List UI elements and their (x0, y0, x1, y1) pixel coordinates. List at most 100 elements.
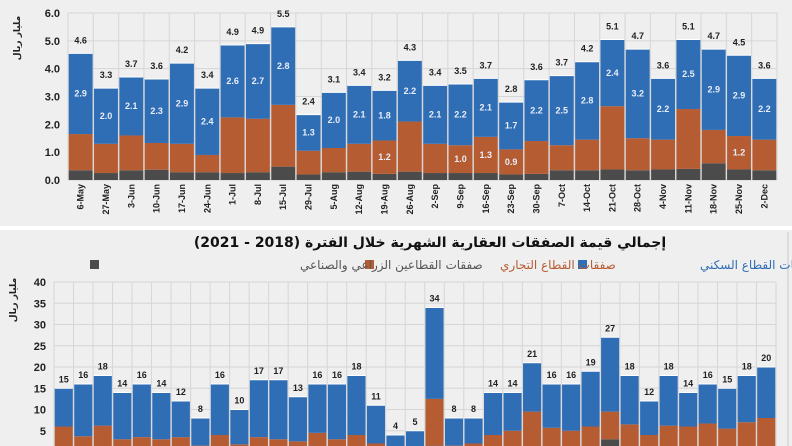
bar-segment-commercial (718, 428, 737, 446)
legend-swatch-residential (578, 260, 587, 269)
bar-segment-commercial (372, 140, 397, 174)
total-label: 3.3 (100, 70, 113, 80)
y-tick-label: 2.0 (45, 119, 60, 131)
bar-segment-agri_industrial (94, 173, 118, 180)
bar-segment-residential (132, 384, 151, 438)
bar-segment-residential (191, 418, 210, 446)
segment-label: 2.9 (733, 91, 746, 101)
segment-label: 1.0 (454, 154, 467, 164)
total-label: 4.9 (252, 26, 265, 36)
legend: صفقات القطاع السكني صفقات القطاع التجاري ص… (90, 258, 792, 273)
total-label: 3.7 (480, 60, 493, 70)
bar-segment-residential (210, 384, 229, 435)
segment-label: 2.1 (429, 110, 442, 120)
bar-segment-commercial (600, 106, 625, 170)
bar-segment-residential (698, 384, 717, 424)
total-label: 16 (547, 370, 557, 380)
total-label: 18 (664, 362, 674, 372)
x-tick-label: 19-Aug (380, 184, 390, 215)
bar-segment-agri_industrial (499, 174, 524, 180)
bar-segment-residential (473, 78, 498, 137)
x-tick-label: 11-Nov (683, 184, 693, 214)
total-label: 10 (234, 396, 244, 406)
total-label: 16 (566, 370, 576, 380)
bar-segment-residential (562, 384, 581, 431)
x-tick-label: 30-Sep (531, 183, 541, 213)
total-label: 4.7 (631, 31, 644, 41)
bar-segment-commercial (169, 143, 194, 173)
bar-segment-commercial (679, 426, 698, 446)
bar-segment-commercial (327, 439, 347, 446)
bar-segment-residential (425, 307, 444, 399)
total-label: 16 (215, 370, 225, 380)
segment-label: 2.4 (606, 68, 619, 78)
total-label: 15 (59, 374, 69, 384)
bar-segment-agri_industrial (195, 172, 220, 180)
total-label: 4.7 (707, 31, 720, 41)
bar-segment-residential (74, 384, 93, 437)
x-tick-label: 21-Oct (607, 184, 617, 212)
bar-segment-commercial (321, 147, 346, 173)
bar-segment-commercial (448, 145, 473, 174)
bar-segment-residential (464, 418, 483, 444)
bar-segment-commercial (575, 139, 600, 171)
y-tick-label: 20 (34, 362, 46, 374)
total-label: 14 (508, 379, 518, 389)
total-label: 20 (761, 353, 771, 363)
legend-label-agri_industrial: صفقات القطاعين الزراعي والصناعي (300, 258, 483, 273)
x-tick-label: 14-Oct (582, 184, 592, 212)
total-label: 4.5 (733, 37, 746, 47)
bar-segment-commercial (113, 439, 132, 446)
bar-segment-commercial (737, 422, 756, 446)
x-tick-label: 15-Jul (278, 184, 288, 210)
bar-segment-agri_industrial (601, 439, 620, 446)
bar-segment-agri_industrial (727, 169, 751, 180)
segment-label: 2.2 (404, 86, 417, 96)
total-label: 15 (722, 374, 732, 384)
segment-label: 2.2 (657, 104, 670, 114)
total-label: 27 (605, 323, 615, 333)
total-label: 34 (430, 294, 440, 304)
bar-segment-residential (54, 388, 73, 427)
segment-label: 2.1 (125, 101, 138, 111)
bar-segment-commercial (68, 134, 93, 171)
bar-segment-agri_industrial (549, 170, 574, 180)
total-label: 12 (176, 387, 186, 397)
bar-segment-agri_industrial (575, 170, 600, 180)
bar-segment-commercial (54, 426, 73, 446)
bar-segment-residential (119, 77, 144, 136)
x-tick-label: 7-Oct (557, 184, 567, 207)
total-label: 4.2 (176, 45, 189, 55)
bar-segment-residential (448, 83, 473, 146)
segment-label: 2.8 (277, 61, 290, 71)
x-tick-label: 28-Oct (633, 184, 643, 212)
total-label: 3.5 (454, 66, 467, 76)
total-label: 5 (412, 417, 417, 427)
bar-segment-agri_industrial (271, 166, 296, 180)
bar-segment-residential (757, 367, 776, 418)
bar-segment-residential (195, 88, 220, 155)
bar-segment-commercial (625, 138, 650, 171)
bar-segment-residential (542, 384, 561, 428)
bar-segment-commercial (727, 136, 751, 170)
total-label: 3.4 (429, 67, 442, 77)
x-tick-label: 26-Aug (405, 184, 415, 215)
segment-label: 2.7 (252, 76, 265, 86)
x-tick-label: 18-Nov (709, 184, 719, 214)
bar-segment-residential (701, 49, 726, 130)
legend-label-commercial: صفقات القطاع التجاري (500, 258, 616, 273)
bar-segment-commercial (296, 150, 321, 175)
total-label: 5.1 (682, 21, 695, 31)
x-tick-label: 10-Jun (152, 184, 162, 213)
panel-divider (0, 226, 792, 230)
bar-segment-residential (171, 401, 190, 438)
bar-segment-commercial (195, 154, 220, 173)
segment-label: 1.3 (302, 128, 315, 138)
total-label: 19 (586, 357, 596, 367)
bar-segment-commercial (757, 418, 776, 446)
weekly-chart: 0.0 1.0 2.0 3.0 4.0 5.0 6.0 مليار ريال 2.9 4.6 6-M… (13, 8, 778, 215)
y-tick-label: 3.0 (45, 92, 60, 104)
bar-segment-residential (523, 362, 542, 412)
bar-segment-commercial (640, 435, 659, 446)
y-tick-label: 6.0 (45, 8, 60, 20)
